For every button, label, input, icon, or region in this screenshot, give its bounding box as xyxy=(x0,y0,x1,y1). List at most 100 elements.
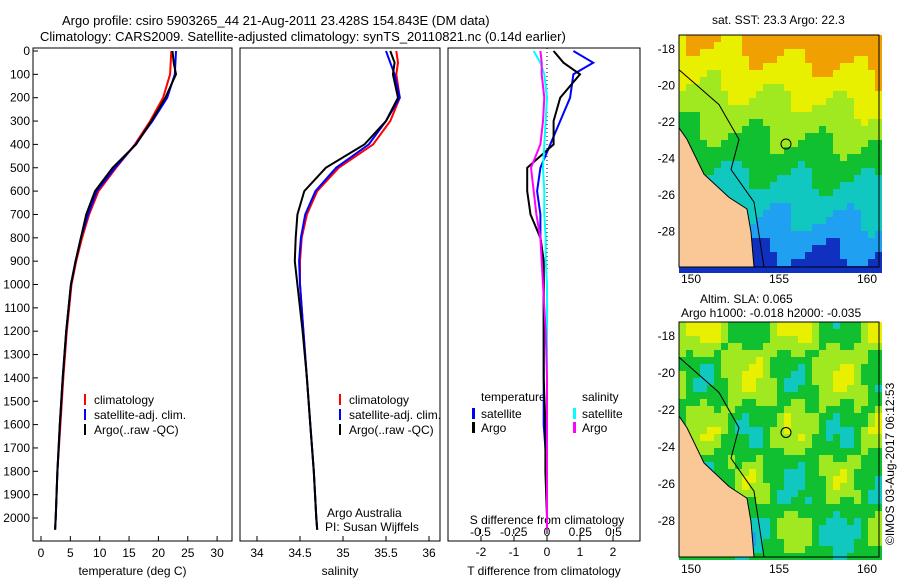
y-tick-label: 800 xyxy=(10,231,30,245)
x-tick-label: 35 xyxy=(336,546,350,560)
legend-label: Argo xyxy=(582,421,608,435)
plot-frame-0 xyxy=(32,47,233,542)
y-tick-label: 200 xyxy=(10,91,30,105)
y-tick-label: 1300 xyxy=(3,348,30,362)
x-axis-label: T difference from climatology xyxy=(467,564,621,578)
annotation-institution: Argo Australia xyxy=(327,506,402,520)
x-tick-label: 15 xyxy=(122,546,136,560)
legend-swatch xyxy=(573,422,576,433)
lat-tick-label: -24 xyxy=(658,151,676,165)
x2-axis-label: S difference from climatology xyxy=(470,513,625,527)
legend-swatch xyxy=(573,408,576,419)
x-tick-label: -2 xyxy=(476,545,487,559)
y-tick-label: 1200 xyxy=(3,324,30,338)
series-line-argo-raw-qc- xyxy=(293,50,400,530)
y-tick-label: 900 xyxy=(10,254,30,268)
legend-label: satellite-adj. clim. xyxy=(349,408,441,422)
lat-tick-label: -18 xyxy=(658,42,676,56)
lat-tick-label: -28 xyxy=(658,514,676,528)
legend-swatch xyxy=(339,394,341,405)
legend-swatch xyxy=(472,422,475,433)
x-tick-label: 35.5 xyxy=(374,546,398,560)
sst-map-title: sat. SST: 23.3 Argo: 22.3 xyxy=(712,13,845,27)
y-tick-label: 1400 xyxy=(3,371,30,385)
x2-tick-label: -0.25 xyxy=(500,525,528,539)
bathymetry-contour xyxy=(678,356,765,558)
series-line-climatology xyxy=(299,50,401,530)
plot-frame-1 xyxy=(239,47,441,542)
lon-tick-label: 150 xyxy=(681,562,701,576)
title-line1: Argo profile: csiro 5903265_44 21-Aug-20… xyxy=(62,13,490,28)
lat-tick-label: -20 xyxy=(658,366,676,380)
legend-label: Argo xyxy=(481,421,507,435)
x-tick-label: 1 xyxy=(577,545,584,559)
x-axis-label: salinity xyxy=(322,564,359,578)
x-tick-label: 30 xyxy=(210,546,224,560)
y-tick-label: 500 xyxy=(10,161,30,175)
x-tick-label: -1 xyxy=(509,545,520,559)
lon-tick-label: 155 xyxy=(769,562,789,576)
series-line-salinity-satellite xyxy=(532,50,549,530)
x2-tick-label: 0.5 xyxy=(605,525,622,539)
series-line-satellite-adj-clim- xyxy=(54,50,177,530)
series-line-climatology xyxy=(54,50,173,530)
x-tick-label: 36 xyxy=(422,546,436,560)
y-tick-label: 600 xyxy=(10,184,30,198)
sla-map-title2: Argo h1000: -0.018 h2000: -0.035 xyxy=(681,306,862,320)
legend-label: climatology xyxy=(349,393,409,407)
legend-swatch xyxy=(84,394,86,405)
y-tick-label: 1700 xyxy=(3,441,30,455)
land-australia xyxy=(678,414,755,558)
series-line-satellite-adj-clim- xyxy=(298,50,401,530)
lat-tick-label: -20 xyxy=(658,78,676,92)
legend-label: satellite xyxy=(481,407,522,421)
lat-tick-label: -22 xyxy=(658,115,676,129)
watermark: ©IMOS 03-Aug-2017 06:12:53 xyxy=(883,382,897,545)
legend-label: climatology xyxy=(94,393,154,407)
y-tick-label: 1800 xyxy=(3,464,30,478)
y-tick-label: 1600 xyxy=(3,418,30,432)
sla-map-title1: Altim. SLA: 0.065 xyxy=(700,292,793,306)
plot-frame-2 xyxy=(447,47,641,542)
lon-tick-label: 160 xyxy=(857,272,877,286)
series-line-argo-raw-qc- xyxy=(54,50,178,530)
x-axis-label: temperature (deg C) xyxy=(78,564,186,578)
legend-label: Argo(..raw -QC) xyxy=(94,423,179,437)
series-line-temperature-satellite xyxy=(536,50,596,530)
title-line2: Climatology: CARS2009. Satellite-adjuste… xyxy=(40,29,566,44)
series-line-temperature-argo xyxy=(526,50,582,530)
lon-tick-label: 150 xyxy=(681,272,701,286)
x2-tick-label: 0 xyxy=(544,525,551,539)
x-tick-label: 0 xyxy=(544,545,551,559)
y-tick-label: 1100 xyxy=(4,301,30,315)
y-tick-label: 1000 xyxy=(3,278,30,292)
lat-tick-label: -28 xyxy=(658,224,676,238)
lat-tick-label: -18 xyxy=(658,329,676,343)
lat-tick-label: -26 xyxy=(658,477,676,491)
lat-tick-label: -26 xyxy=(658,188,676,202)
y-tick-label: 0 xyxy=(23,44,30,58)
legend-swatch xyxy=(472,408,475,419)
legend-swatch xyxy=(339,424,341,435)
legend-swatch xyxy=(84,424,86,435)
lon-tick-label: 155 xyxy=(769,272,789,286)
annotation-pi: PI: Susan Wijffels xyxy=(325,520,419,534)
x-tick-label: 0 xyxy=(38,546,45,560)
legend-label: satellite-adj. clim. xyxy=(94,408,186,422)
x-tick-label: 20 xyxy=(152,546,166,560)
legend-label: Argo(..raw -QC) xyxy=(349,423,434,437)
lat-tick-label: -22 xyxy=(658,403,676,417)
lat-tick-label: -24 xyxy=(658,440,676,454)
sla-map xyxy=(678,321,882,560)
y-tick-label: 400 xyxy=(10,137,30,151)
x-tick-label: 10 xyxy=(93,546,107,560)
series-line-salinity-argo xyxy=(529,50,548,530)
argo-float-marker xyxy=(780,426,792,438)
land-australia xyxy=(678,126,755,268)
legend-swatch xyxy=(339,409,341,420)
y-tick-label: 300 xyxy=(10,114,30,128)
map-frame xyxy=(678,321,880,558)
y-tick-label: 1900 xyxy=(3,488,30,502)
